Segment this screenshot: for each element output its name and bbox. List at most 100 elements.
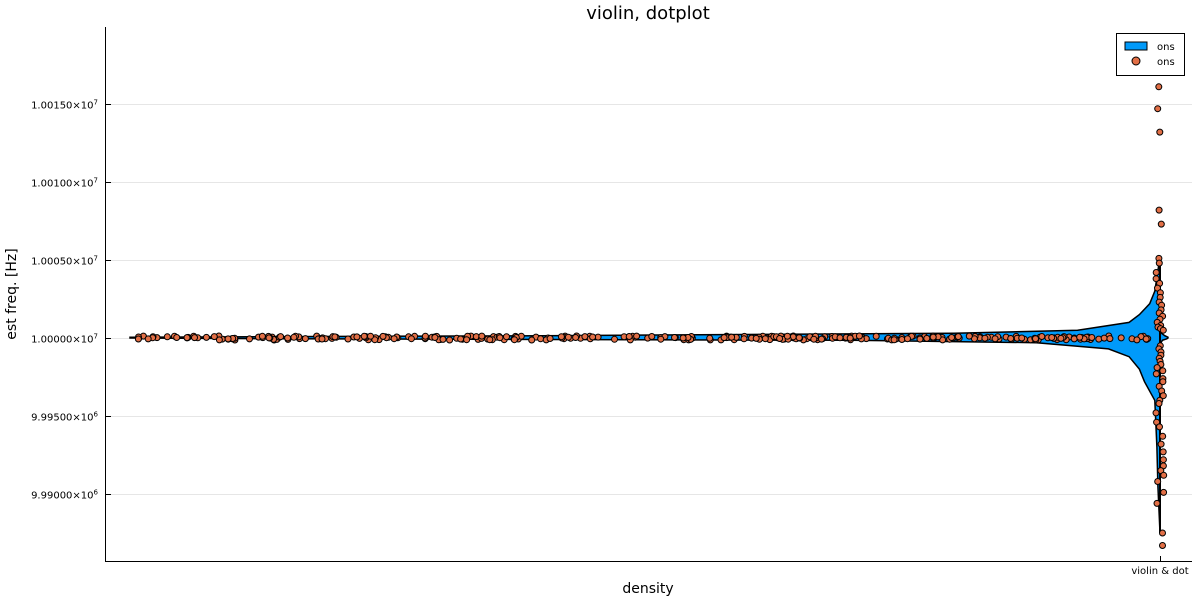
y-tick-label: 1.00000×107 (31, 333, 98, 346)
data-point (1156, 423, 1163, 431)
data-point (1153, 499, 1161, 507)
data-point (390, 335, 398, 343)
data-point (898, 336, 906, 343)
data-point (258, 332, 266, 340)
data-point (367, 332, 374, 340)
data-point (265, 334, 273, 342)
legend-dot-label: ons (1157, 57, 1175, 68)
data-point (1018, 334, 1026, 342)
data-point (1155, 83, 1163, 91)
data-point (183, 334, 191, 342)
data-point (1057, 334, 1065, 342)
data-point (720, 334, 728, 342)
x-tick-label: violin & dot (1131, 566, 1188, 577)
data-point (810, 335, 818, 343)
violin-series (129, 256, 1169, 534)
data-point (923, 334, 931, 342)
legend-violin-swatch (1124, 41, 1148, 51)
data-point (134, 335, 142, 343)
data-point (224, 335, 232, 343)
data-point (1159, 392, 1167, 400)
data-point (1007, 335, 1015, 342)
data-point (671, 334, 678, 341)
data-point (537, 335, 545, 343)
data-point (503, 333, 510, 341)
data-point (284, 334, 292, 342)
legend-violin-label: ons (1157, 42, 1175, 53)
data-point (904, 335, 911, 343)
data-point (1152, 370, 1160, 378)
data-point (648, 333, 656, 340)
data-point (916, 335, 924, 343)
data-point (1154, 478, 1162, 485)
data-point (144, 335, 152, 343)
legend-dot-marker (1131, 56, 1141, 66)
data-point (1152, 269, 1160, 276)
data-point (379, 332, 387, 340)
data-point (1159, 456, 1167, 464)
data-point (1157, 440, 1165, 448)
chart-title: violin, dotplot (586, 3, 710, 24)
data-point (1152, 409, 1160, 417)
data-point (1154, 105, 1162, 113)
data-point (215, 336, 223, 344)
data-point (776, 335, 784, 342)
y-axis-ticks: 9.99000×106 9.99500×106 1.00000×107 1.00050… (31, 99, 111, 502)
data-point (929, 333, 937, 341)
data-point (1156, 128, 1164, 136)
data-point (846, 334, 854, 342)
data-point (478, 332, 486, 340)
data-point (1106, 335, 1114, 343)
data-point (318, 335, 326, 343)
data-point (1048, 334, 1056, 341)
y-tick-label: 9.99500×106 (31, 411, 98, 424)
y-tick-label: 9.99000×106 (31, 489, 98, 502)
data-point (1160, 471, 1168, 479)
data-point (1152, 275, 1160, 283)
data-point (981, 334, 989, 342)
data-point (1155, 259, 1163, 267)
data-point (872, 332, 880, 340)
data-point (1157, 220, 1165, 228)
data-point (948, 334, 956, 341)
data-point (783, 332, 791, 340)
data-point (679, 334, 687, 342)
data-point (191, 334, 198, 342)
data-point (431, 334, 439, 341)
data-point (657, 335, 665, 343)
data-point (1159, 529, 1166, 537)
data-point (353, 333, 361, 341)
data-point (446, 336, 454, 344)
data-point (546, 335, 554, 342)
data-point (1038, 333, 1046, 340)
data-point (163, 333, 171, 341)
data-point (1155, 206, 1163, 214)
data-point (611, 335, 618, 343)
violin-body (129, 256, 1169, 534)
data-point (1159, 367, 1167, 375)
data-point (463, 336, 471, 344)
data-point (173, 334, 181, 341)
data-point (301, 335, 309, 343)
data-point (795, 334, 803, 342)
data-point (407, 335, 415, 343)
data-point (855, 332, 863, 340)
dot-series (134, 83, 1168, 549)
data-point (818, 335, 825, 343)
y-tick-label: 1.00100×107 (31, 177, 98, 190)
data-point (277, 333, 285, 341)
data-point (1159, 542, 1166, 549)
data-point (752, 334, 760, 342)
data-point (344, 335, 352, 343)
data-point (706, 334, 714, 342)
grid (106, 104, 1192, 495)
data-point (1100, 334, 1108, 342)
data-point (1155, 400, 1163, 407)
data-point (510, 336, 518, 344)
y-axis-label: est freq. [Hz] (4, 248, 20, 339)
data-point (486, 336, 494, 344)
data-point (1133, 336, 1141, 344)
data-point (1159, 432, 1167, 440)
data-point (1159, 378, 1167, 386)
